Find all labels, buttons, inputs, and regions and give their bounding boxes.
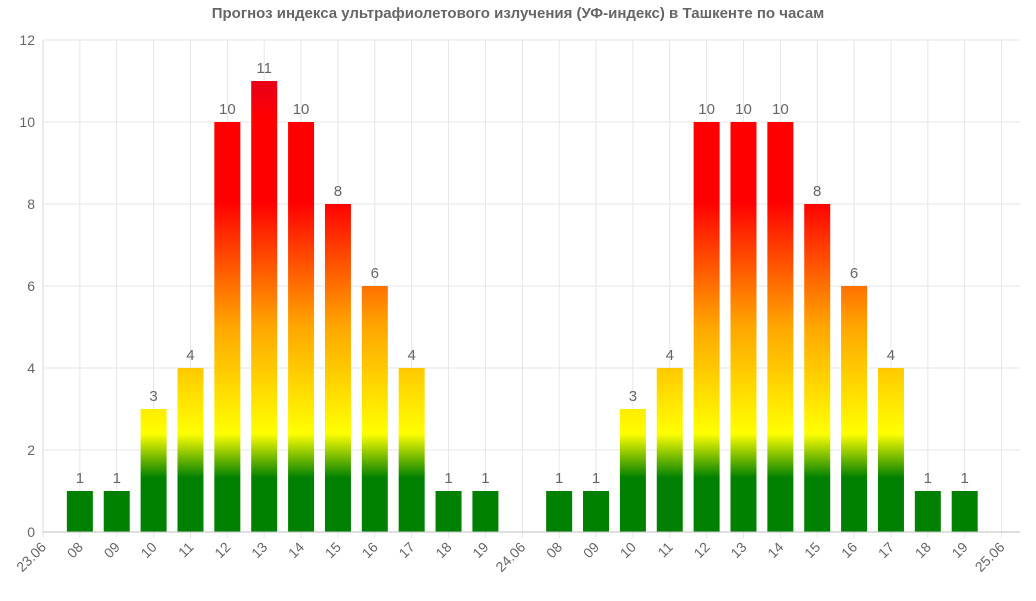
bar-value-label: 1 — [76, 470, 84, 487]
x-tick-label: 12 — [211, 539, 233, 561]
y-tick-label: 4 — [27, 360, 35, 376]
bar — [546, 491, 573, 532]
x-tick-label: 19 — [948, 539, 970, 561]
x-tick-label: 11 — [654, 539, 676, 561]
bar — [324, 204, 351, 532]
y-tick-label: 8 — [27, 196, 35, 212]
x-tick-label: 11 — [175, 539, 197, 561]
x-tick-label: 10 — [137, 539, 159, 561]
bar-value-label: 1 — [481, 470, 489, 487]
x-tick-label: 18 — [432, 539, 454, 561]
bar-value-label: 10 — [772, 101, 789, 118]
x-tick-label: 14 — [764, 539, 786, 561]
bar-value-label: 11 — [256, 60, 272, 77]
bar — [361, 286, 388, 532]
bar — [804, 204, 831, 532]
y-tick-label: 2 — [27, 442, 35, 458]
x-tick-label: 19 — [469, 539, 491, 561]
bar — [140, 409, 167, 532]
bar — [214, 122, 241, 532]
bar — [951, 491, 978, 532]
bar-value-label: 1 — [555, 470, 563, 487]
bar — [398, 368, 425, 532]
bar-value-label: 1 — [592, 470, 600, 487]
bar-value-label: 4 — [408, 347, 416, 364]
bar — [877, 368, 904, 532]
bar — [66, 491, 93, 532]
bar — [583, 491, 610, 532]
bar-value-label: 10 — [293, 101, 310, 118]
bar — [730, 122, 757, 532]
x-tick-label: 13 — [248, 539, 270, 561]
x-tick-label: 09 — [101, 539, 123, 561]
bar-value-label: 1 — [924, 470, 932, 487]
bar — [177, 368, 204, 532]
y-tick-label: 0 — [27, 524, 35, 540]
bar-value-label: 6 — [371, 265, 379, 282]
bar-value-label: 4 — [887, 347, 895, 364]
x-tick-label: 08 — [64, 539, 86, 561]
x-tick-label: 17 — [395, 539, 417, 561]
bar — [619, 409, 646, 532]
x-tick-label: 14 — [285, 539, 307, 561]
x-tick-label: 08 — [543, 539, 565, 561]
bar-value-label: 4 — [186, 347, 194, 364]
bar-value-label: 3 — [149, 388, 157, 405]
y-tick-label: 6 — [27, 278, 35, 294]
bar-value-label: 1 — [444, 470, 452, 487]
bar-layer — [66, 81, 978, 532]
bar-value-label: 3 — [629, 388, 637, 405]
bar — [656, 368, 683, 532]
x-tick-label: 10 — [617, 539, 639, 561]
bar — [288, 122, 315, 532]
bar — [693, 122, 720, 532]
bar — [914, 491, 941, 532]
x-tick-label: 16 — [838, 539, 860, 561]
chart-title: Прогноз индекса ультрафиолетового излуче… — [211, 5, 825, 22]
bar-value-label: 4 — [666, 347, 674, 364]
y-tick-label: 10 — [19, 114, 35, 130]
bar — [435, 491, 462, 532]
bar — [841, 286, 868, 532]
bar-value-label: 10 — [698, 101, 715, 118]
x-tick-label: 15 — [801, 539, 823, 561]
bar-value-label: 6 — [850, 265, 858, 282]
bar-value-label: 10 — [219, 101, 236, 118]
bar — [767, 122, 794, 532]
bar — [251, 81, 278, 532]
x-tick-label: 15 — [322, 539, 344, 561]
bar — [472, 491, 499, 532]
x-tick-label: 24.06 — [492, 539, 528, 575]
y-tick-label: 12 — [19, 32, 35, 48]
bar-value-label: 8 — [813, 183, 821, 200]
x-tick-label: 17 — [875, 539, 897, 561]
bar-value-label: 1 — [113, 470, 121, 487]
x-tick-label: 12 — [690, 539, 712, 561]
bar — [103, 491, 130, 532]
x-tick-label: 09 — [580, 539, 602, 561]
x-tick-label: 13 — [727, 539, 749, 561]
x-tick-label: 16 — [359, 539, 381, 561]
bar-value-label: 8 — [334, 183, 342, 200]
x-tick-label: 25.06 — [972, 539, 1008, 575]
x-tick-label: 23.06 — [13, 539, 49, 575]
bar-value-label: 1 — [961, 470, 969, 487]
bar-value-label: 10 — [735, 101, 752, 118]
x-tick-label: 18 — [912, 539, 934, 561]
